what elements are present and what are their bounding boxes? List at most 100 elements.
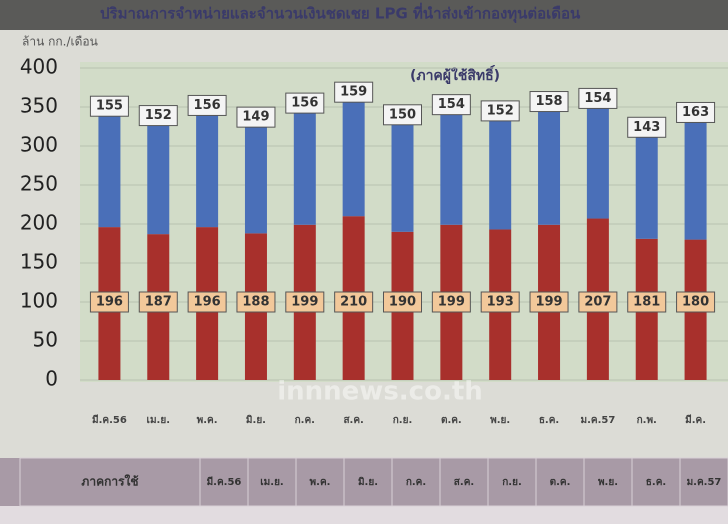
value-label: 199	[535, 295, 562, 310]
table-header-cell: ภาคการใช้	[81, 474, 138, 489]
bar-segment	[98, 106, 121, 228]
value-label-box	[529, 91, 569, 113]
table-header-cell: มี.ค.56	[207, 476, 242, 488]
x-tick-label: ธ.ค.	[539, 415, 559, 426]
table-cell	[679, 457, 728, 507]
table-header-cell: ก.ค.	[406, 477, 426, 488]
value-label: 210	[340, 295, 367, 310]
table-header-cell: ก.ย.	[502, 477, 522, 488]
value-label: 150	[389, 107, 416, 122]
y-tick-label: 300	[20, 133, 58, 157]
value-label-box	[480, 100, 520, 122]
table-header-cell: ต.ค.	[550, 477, 571, 488]
value-label: 152	[145, 108, 172, 123]
value-label-box	[431, 291, 471, 313]
y-tick-label: 350	[20, 94, 58, 118]
value-label: 163	[682, 105, 709, 120]
x-tick-label: มิ.ย.	[246, 414, 266, 426]
y-tick-label: 50	[33, 328, 58, 352]
table-header-cell: ธ.ค.	[646, 477, 666, 488]
value-label: 180	[682, 295, 709, 310]
table-header-cell: พ.ย.	[598, 477, 618, 488]
chart-title: ปริมาณการจำหน่ายและจำนวนเงินชดเชย LPG ที…	[100, 3, 581, 24]
table-header-cell: พ.ค.	[310, 477, 331, 488]
value-label-box	[187, 291, 227, 313]
bar-segment	[538, 101, 561, 225]
x-tick-label: มี.ค.56	[92, 414, 127, 426]
value-label-box	[138, 291, 178, 313]
x-tick-label: ต.ค.	[441, 415, 462, 426]
chart-subtitle: (ภาคผู้ใช้สิทธิ์)	[410, 64, 500, 84]
y-tick-label: 400	[20, 55, 58, 79]
bar-segment	[147, 115, 170, 235]
y-tick-label: 0	[45, 367, 58, 391]
value-label: 154	[438, 97, 465, 112]
value-label-box	[187, 94, 227, 116]
bar-segment	[635, 127, 658, 239]
table-row	[0, 506, 728, 524]
value-label: 156	[194, 98, 221, 113]
y-axis-label: ล้าน กก./เดือน	[22, 35, 98, 49]
value-label-box	[334, 291, 374, 313]
y-tick-label: 200	[20, 211, 58, 235]
value-label: 193	[487, 295, 514, 310]
value-label-box	[236, 106, 276, 128]
x-tick-label: ก.พ.	[637, 415, 657, 426]
value-label: 196	[194, 295, 221, 310]
value-label-box	[236, 291, 276, 313]
bar-segment	[440, 104, 463, 225]
bar-segment	[293, 103, 316, 225]
x-tick-label: ก.ย.	[393, 415, 413, 426]
value-label-box	[431, 94, 471, 116]
value-label-box	[89, 291, 129, 313]
value-label-box	[285, 92, 325, 114]
bar-segment	[391, 114, 414, 232]
value-label-box	[138, 105, 178, 127]
value-label-box	[676, 291, 716, 313]
value-label-box	[627, 291, 667, 313]
x-tick-label: พ.ย.	[490, 415, 510, 426]
value-label-box	[480, 291, 520, 313]
value-label: 199	[438, 295, 465, 310]
value-label: 152	[487, 103, 514, 118]
x-tick-label: ก.ค.	[295, 415, 315, 426]
x-tick-label: เม.ย.	[147, 415, 170, 426]
value-label: 143	[633, 120, 660, 135]
value-label: 149	[242, 110, 269, 125]
table-header-cell: ส.ค.	[454, 477, 474, 488]
value-label-box	[383, 291, 422, 313]
table-header-cell: มิ.ย.	[358, 476, 378, 488]
y-tick-label: 100	[20, 289, 58, 313]
value-label: 159	[340, 85, 367, 100]
value-label: 187	[145, 295, 172, 310]
value-label-box	[334, 81, 374, 103]
bar-segment	[196, 105, 219, 228]
value-label: 155	[96, 99, 123, 114]
value-label: 156	[291, 96, 318, 111]
x-tick-label: ม.ค.57	[580, 415, 615, 426]
slide-top	[0, 0, 728, 30]
value-label: 190	[389, 295, 416, 310]
value-label-box	[89, 95, 129, 117]
table-header-cell: ม.ค.57	[687, 477, 722, 488]
x-tick-label: พ.ค.	[197, 415, 218, 426]
bar-segment	[489, 110, 512, 230]
value-label: 188	[242, 295, 269, 310]
table-header-cell: เม.ย.	[260, 477, 283, 488]
bar-segment	[586, 98, 609, 219]
value-label-box	[578, 87, 618, 109]
table-row	[0, 458, 728, 506]
bar-segment	[342, 92, 365, 217]
table: ภาคการใช้ มี.ค.56 เม.ย. พ.ค. มิ.ย. ก.ค. ส.ค. ก.…	[0, 457, 728, 524]
bar-segment	[684, 112, 707, 240]
value-label-box	[529, 291, 569, 313]
value-label-box	[676, 101, 716, 123]
y-tick-label: 150	[20, 250, 58, 274]
value-label-box	[578, 291, 618, 313]
x-tick-label: มี.ค.	[685, 414, 706, 426]
value-label-box	[285, 291, 325, 313]
value-label: 154	[584, 91, 611, 106]
value-label: 158	[535, 94, 562, 109]
